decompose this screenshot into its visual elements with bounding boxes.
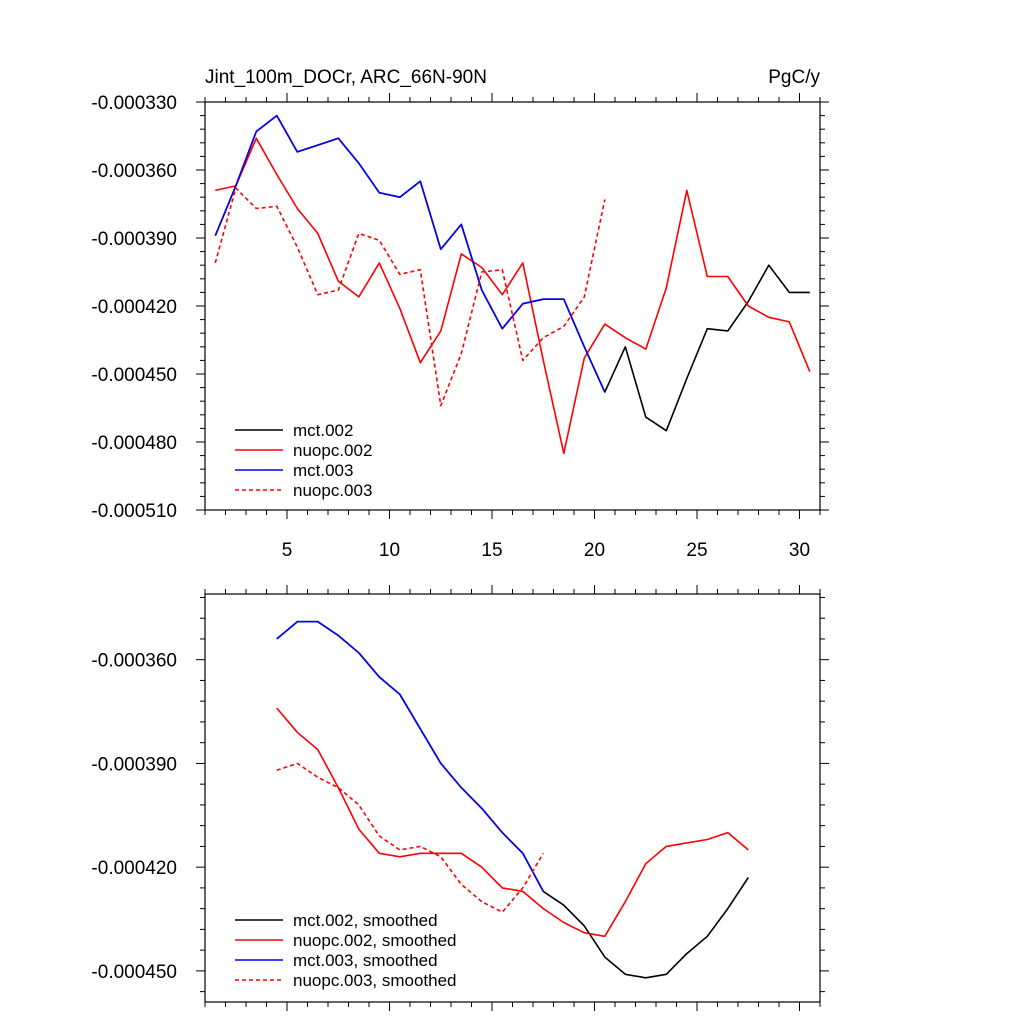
top-panel: 5 10 15 20 25 30 -0.000330 -0.000360 -0.000390 -0… (91, 67, 829, 561)
x-tick-label: 5 (282, 540, 293, 561)
chart-units: PgC/y (768, 67, 820, 88)
series-line (214, 114, 810, 432)
y-tick-label: -0.000420 (91, 858, 177, 879)
legend-label: nuopc.002, smoothed (293, 931, 457, 950)
series-line (276, 762, 544, 913)
series-line (276, 620, 545, 892)
y-tick-label: -0.000330 (91, 93, 177, 114)
y-tick-label: -0.000360 (91, 161, 177, 182)
legend-label: nuopc.003, smoothed (293, 971, 457, 990)
series-line (276, 707, 749, 938)
x-tick-label: 30 (789, 540, 810, 561)
x-tick-label: 10 (379, 540, 400, 561)
legend-label: mct.003, smoothed (293, 951, 438, 970)
x-tick-label: 20 (584, 540, 605, 561)
y-tick-label: -0.000390 (91, 754, 177, 775)
bottom-panel: -0.000360 -0.000390 -0.000420 -0.000450 mct.… (91, 585, 829, 1011)
series-line (214, 114, 606, 393)
y-tick-label: -0.000450 (91, 962, 177, 983)
y-tick-label: -0.000360 (91, 651, 177, 672)
legend-label: mct.002 (293, 421, 353, 440)
legend-label: mct.002, smoothed (293, 911, 438, 930)
legend-label: nuopc.002 (293, 441, 372, 460)
y-tick-label: -0.000420 (91, 297, 177, 318)
chart-title: Jint_100m_DOCr, ARC_66N-90N (205, 67, 487, 88)
x-tick-label: 25 (686, 540, 707, 561)
series-line (214, 187, 606, 407)
y-tick-label: -0.000390 (91, 229, 177, 250)
y-tick-label: -0.000510 (91, 501, 177, 522)
legend-label: mct.003 (293, 461, 353, 480)
y-tick-label: -0.000480 (91, 433, 177, 454)
y-tick-label: -0.000450 (91, 365, 177, 386)
x-tick-label: 15 (481, 540, 502, 561)
legend-label: nuopc.003 (293, 481, 372, 500)
series-line (215, 137, 811, 455)
